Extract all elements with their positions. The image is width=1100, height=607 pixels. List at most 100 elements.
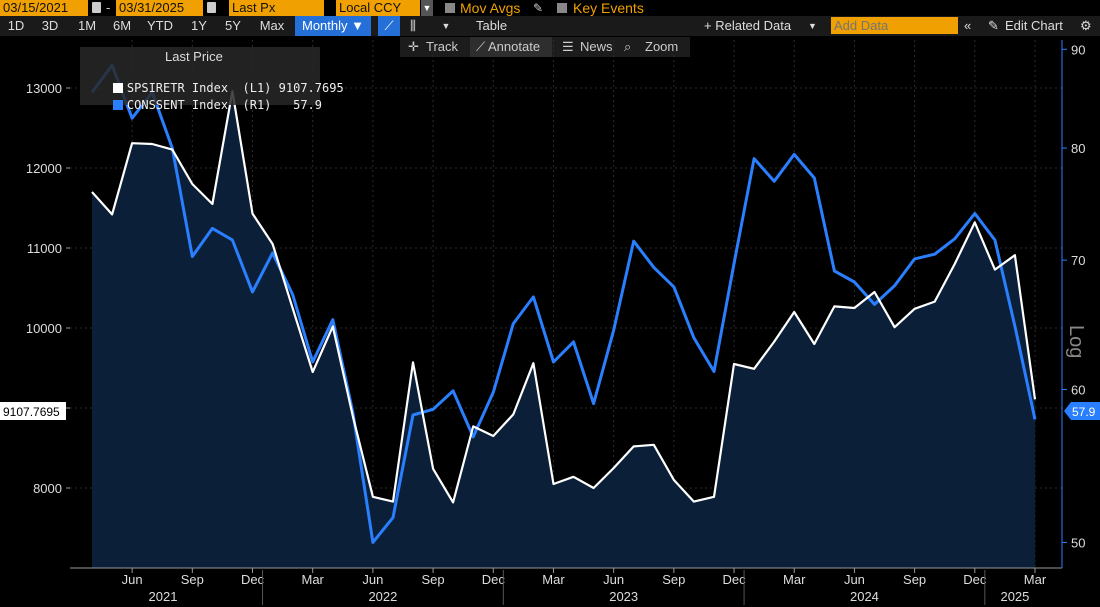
conssent-point bbox=[230, 238, 234, 242]
calendar-icon[interactable] bbox=[207, 2, 216, 13]
spsiretr-point bbox=[311, 370, 315, 374]
spsiretr-point bbox=[712, 495, 716, 499]
spsiretr-point bbox=[291, 306, 295, 310]
conssent-point bbox=[592, 402, 596, 406]
related-data-button[interactable]: + Related Data bbox=[704, 18, 792, 33]
conssent-point bbox=[933, 252, 937, 256]
legend-item-spsiretr[interactable]: SPSIRETR Index (L1) 9107.7695 bbox=[84, 67, 344, 109]
spsiretr-point bbox=[451, 500, 455, 504]
key-events-checkbox[interactable] bbox=[557, 3, 567, 13]
conssent-point bbox=[210, 226, 214, 230]
spsiretr-point bbox=[210, 202, 214, 206]
spsiretr-point bbox=[612, 466, 616, 470]
spsiretr-point bbox=[732, 362, 736, 366]
year-label: 2022 bbox=[368, 589, 397, 604]
bar-style-icon[interactable]: ⫼ bbox=[410, 18, 416, 33]
table-button[interactable]: Table bbox=[476, 18, 508, 33]
range-button-6m[interactable]: 6M bbox=[112, 18, 132, 33]
zoom-button[interactable]: Zoom bbox=[645, 39, 679, 54]
conssent-point bbox=[832, 269, 836, 273]
pencil-icon[interactable]: ✎ bbox=[533, 1, 544, 15]
left-tick-label: 11000 bbox=[27, 241, 62, 256]
range-button-ytd[interactable]: YTD bbox=[147, 18, 173, 33]
key-events-label[interactable]: Key Events bbox=[573, 0, 644, 16]
year-label: 2023 bbox=[609, 589, 638, 604]
spsiretr-point bbox=[1033, 397, 1037, 401]
range-button-3d[interactable]: 3D bbox=[41, 18, 59, 33]
left-tick-label: 9000 bbox=[33, 401, 62, 416]
news-icon[interactable]: ☰ bbox=[562, 39, 574, 54]
range-button-1y[interactable]: 1Y bbox=[191, 18, 207, 33]
spsiretr-point bbox=[331, 324, 335, 328]
spsiretr-point bbox=[872, 290, 876, 294]
range-button-1m[interactable]: 1M bbox=[77, 18, 97, 33]
conssent-point bbox=[672, 285, 676, 289]
range-button-1d[interactable]: 1D bbox=[7, 18, 25, 33]
conssent-point bbox=[351, 410, 355, 414]
spsiretr-point bbox=[592, 486, 596, 490]
right-tick-label: 80 bbox=[1071, 141, 1085, 156]
spsiretr-point bbox=[832, 304, 836, 308]
conssent-point bbox=[572, 340, 576, 344]
date-separator: - bbox=[106, 0, 111, 15]
right-tick-label: 50 bbox=[1071, 535, 1085, 550]
legend-value: 9107.7695 bbox=[278, 81, 344, 95]
spsiretr-point bbox=[190, 182, 194, 186]
conssent-point bbox=[451, 389, 455, 393]
conssent-point bbox=[692, 336, 696, 340]
range-button-max[interactable]: Max bbox=[259, 18, 285, 33]
year-label: 2021 bbox=[149, 589, 178, 604]
conssent-line bbox=[90, 63, 1037, 544]
conssent-point bbox=[732, 262, 736, 266]
chevron-down-icon[interactable]: ▼ bbox=[441, 21, 451, 31]
annotate-icon: ⟋ bbox=[476, 39, 488, 54]
spsiretr-point bbox=[90, 190, 94, 194]
range-button-5y[interactable]: 5Y bbox=[225, 18, 241, 33]
chevron-down-icon[interactable]: ▼ bbox=[421, 0, 433, 16]
add-data-input[interactable] bbox=[831, 17, 958, 34]
start-date-field[interactable]: 03/15/2021 bbox=[0, 0, 88, 16]
spsiretr-point bbox=[632, 444, 636, 448]
conssent-point bbox=[852, 280, 856, 284]
edit-chart-button[interactable]: Edit Chart bbox=[1005, 18, 1063, 33]
conssent-point bbox=[190, 255, 194, 259]
year-label: 2025 bbox=[1000, 589, 1029, 604]
x-tick-label: Jun bbox=[844, 572, 865, 587]
conssent-point bbox=[752, 157, 756, 161]
conssent-point bbox=[411, 413, 415, 417]
spsiretr-point bbox=[1013, 253, 1017, 257]
frequency-dropdown[interactable]: Monthly ▼ bbox=[295, 16, 371, 36]
news-button[interactable]: News bbox=[580, 39, 613, 54]
legend[interactable]: Last Price SPSIRETR Index (L1) 9107.7695… bbox=[80, 47, 344, 112]
magnifier-icon[interactable]: ⌕ bbox=[624, 39, 632, 54]
annotate-button[interactable]: ⟋ Annotate bbox=[470, 37, 552, 57]
chevron-down-icon[interactable]: ▼ bbox=[808, 21, 817, 31]
mov-avgs-checkbox[interactable] bbox=[445, 3, 455, 13]
x-tick-label: Jun bbox=[603, 572, 624, 587]
x-tick-label: Sep bbox=[181, 572, 204, 587]
x-tick-label: Dec bbox=[963, 572, 987, 587]
spsiretr-point bbox=[391, 500, 395, 504]
line-chart-icon[interactable]: ⟋ bbox=[378, 16, 400, 36]
collapse-icon[interactable]: « bbox=[964, 18, 972, 33]
mov-avgs-label[interactable]: Mov Avgs bbox=[460, 0, 521, 16]
crosshair-icon[interactable]: ✛ bbox=[408, 39, 419, 54]
gear-icon[interactable]: ⚙ bbox=[1080, 18, 1092, 33]
field-selector[interactable]: Last Px bbox=[229, 0, 324, 16]
conssent-point bbox=[893, 284, 897, 288]
pencil-icon[interactable]: ✎ bbox=[988, 18, 999, 33]
track-button[interactable]: Track bbox=[426, 39, 459, 54]
calendar-icon[interactable] bbox=[92, 2, 101, 13]
conssent-point bbox=[812, 176, 816, 180]
annotate-label: Annotate bbox=[488, 39, 541, 54]
legend-item-conssent[interactable]: CONSSENT Index (R1) 57.9 bbox=[84, 84, 322, 126]
spsiretr-point bbox=[652, 443, 656, 447]
spsiretr-point bbox=[772, 340, 776, 344]
end-date-field[interactable]: 03/31/2025 bbox=[116, 0, 203, 16]
left-axis: 8000 9000 10000 11000 12000 13000 bbox=[26, 81, 70, 496]
conssent-point bbox=[953, 237, 957, 241]
currency-selector[interactable]: Local CCY bbox=[336, 0, 420, 16]
conssent-point bbox=[993, 238, 997, 242]
spsiretr-point bbox=[130, 141, 134, 145]
spsiretr-point bbox=[251, 212, 255, 216]
